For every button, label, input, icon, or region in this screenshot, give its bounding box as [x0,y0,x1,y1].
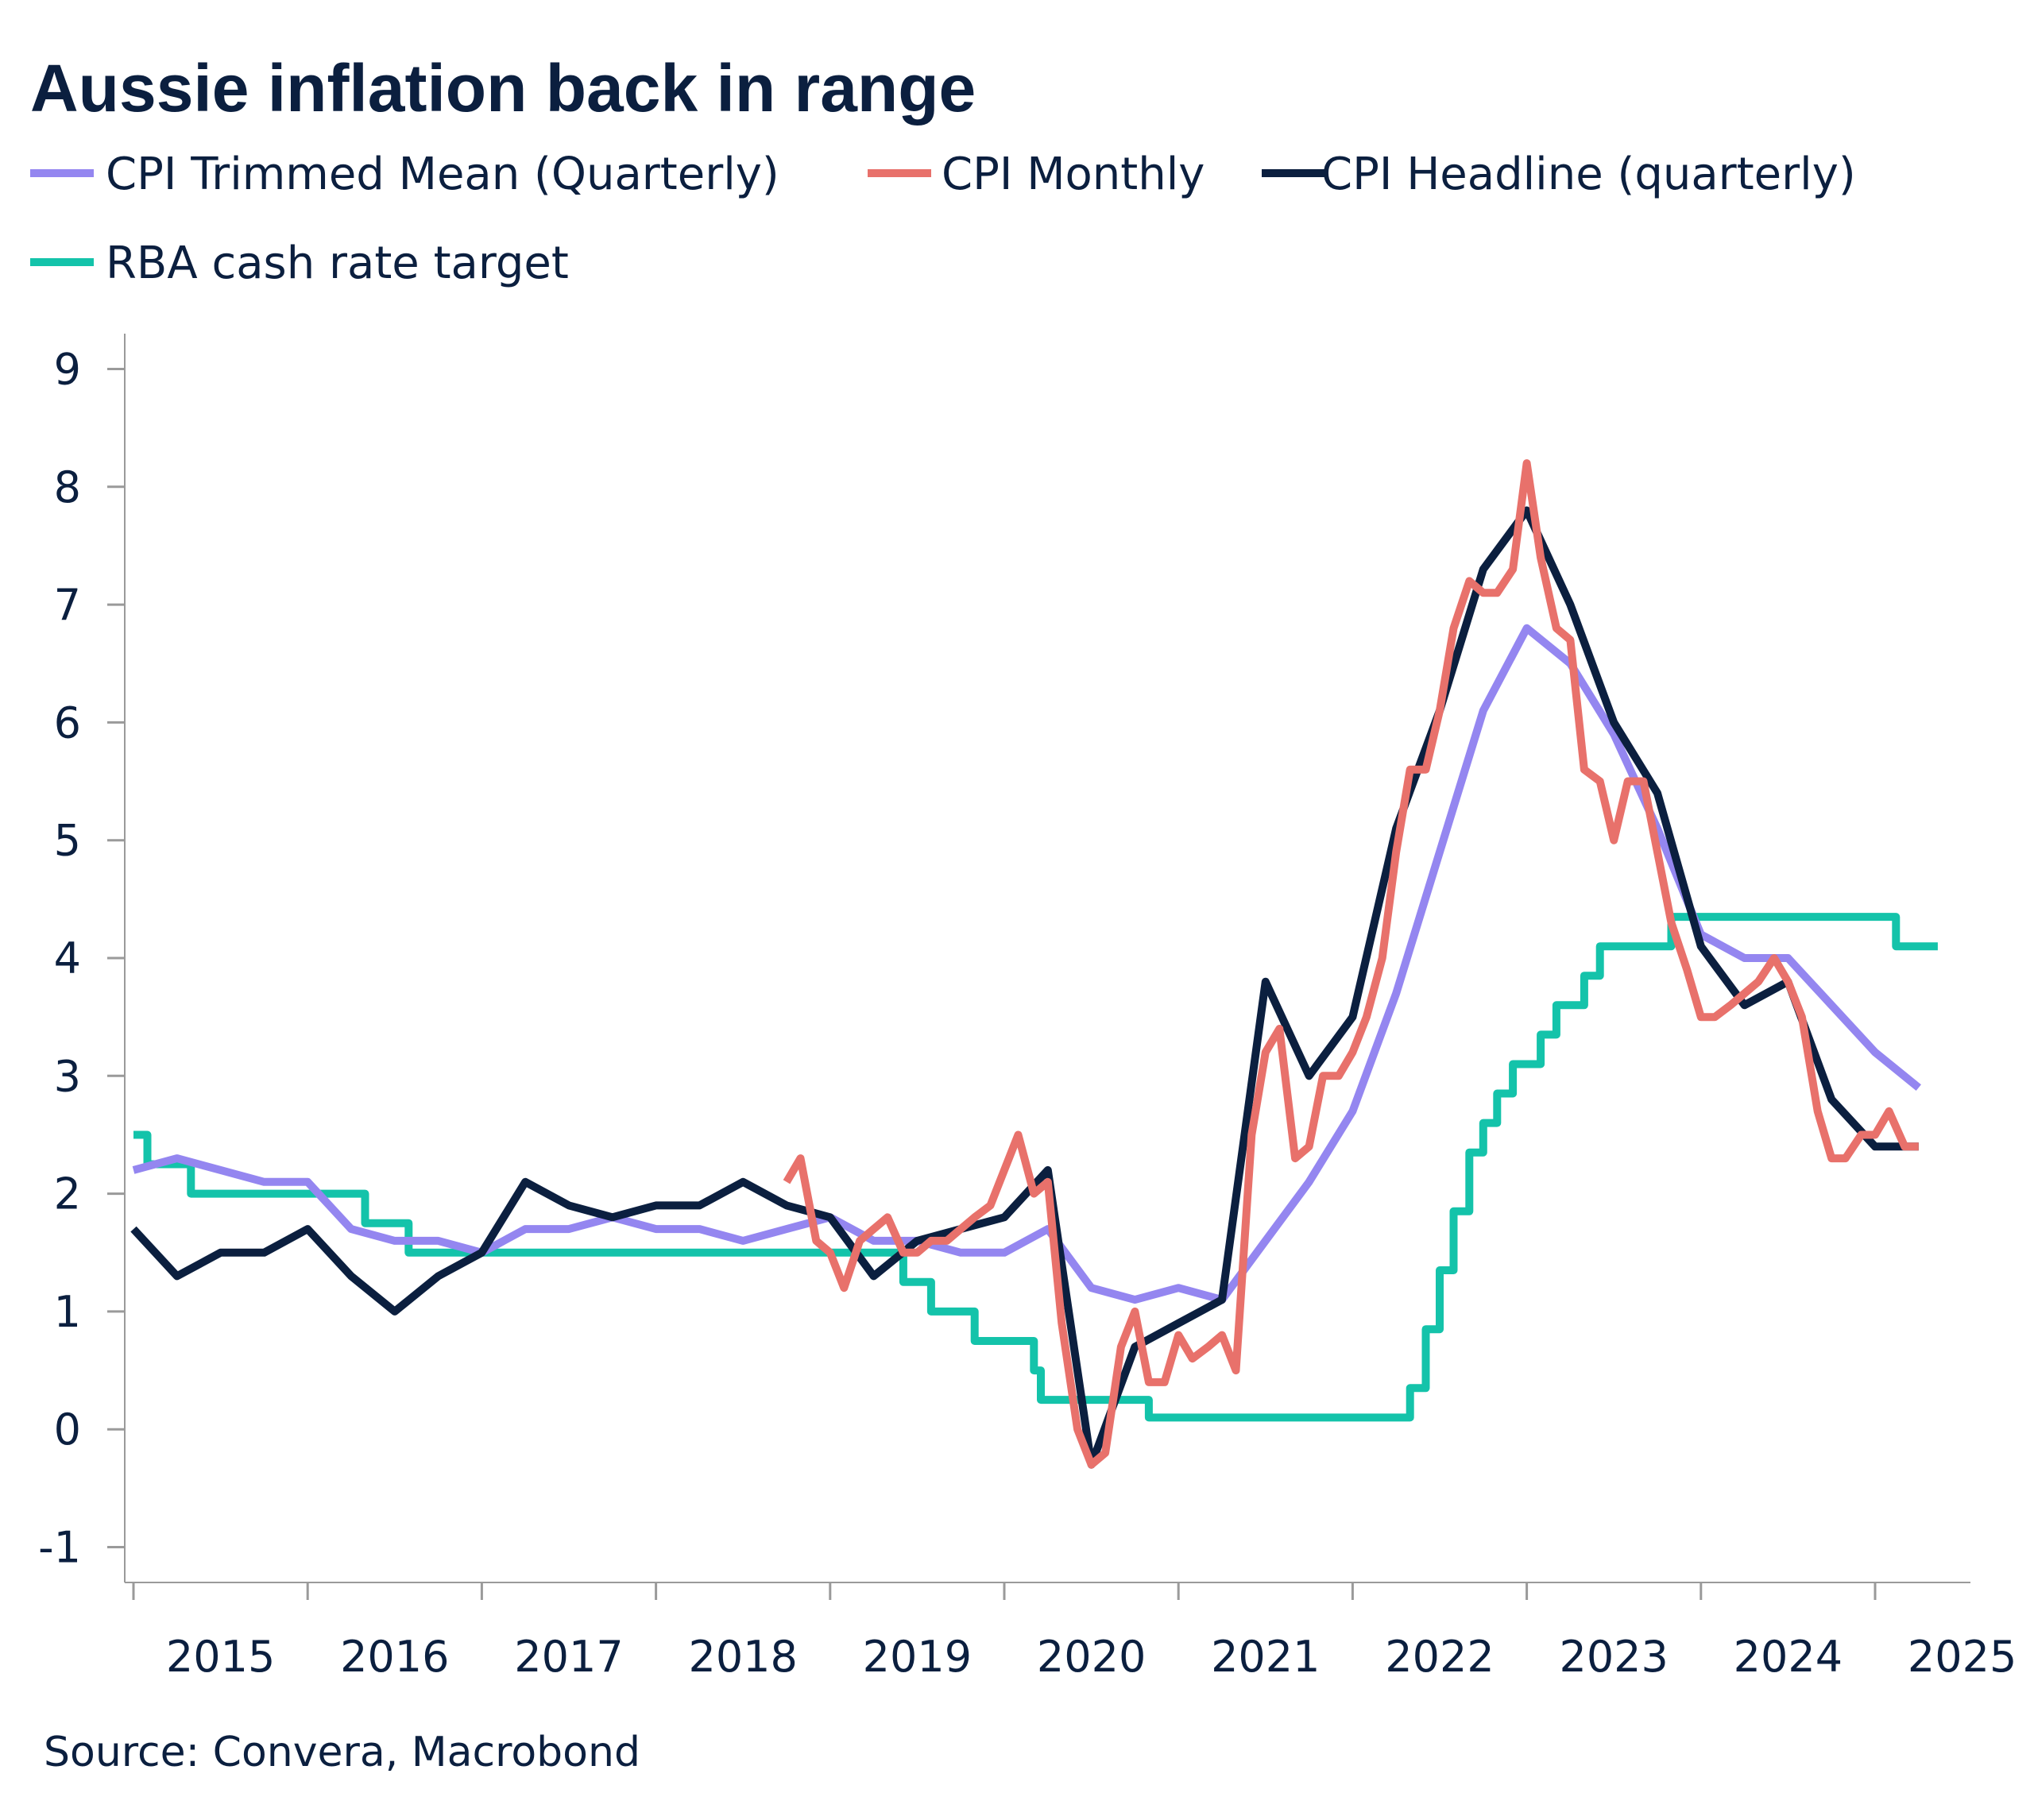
legend-item-cash-rate: RBA cash rate target [30,238,569,289]
axes: -1 0 1 2 3 4 5 6 7 8 9 2015 2016 2017 2018 2019 2020 2021… [38,334,2017,1682]
x-tick-label: 2023 [1559,1632,1668,1682]
series-line-monthly [783,459,1919,1469]
legend-item-headline: CPI Headline (quarterly) [1262,149,1856,200]
x-tick-label: 2017 [514,1632,623,1682]
y-tick-label: 7 [54,580,81,630]
y-tick-label: 2 [54,1169,81,1219]
legend-label-cash-rate: RBA cash rate target [106,238,569,289]
x-tick-label: 2025 [1908,1632,2017,1682]
y-tick-label: 9 [54,344,81,394]
legend-item-trimmed-mean: CPI Trimmed Mean (Quarterly) [30,149,779,200]
plot-area [130,459,1938,1469]
x-tick-label: 2022 [1385,1632,1494,1682]
x-tick-label: 2019 [863,1632,972,1682]
series-line-headline [130,506,1919,1469]
legend-label-trimmed-mean: CPI Trimmed Mean (Quarterly) [106,149,779,200]
legend-label-monthly: CPI Monthly [942,149,1205,200]
chart-title: Aussie inflation back in range [30,51,976,126]
series-line-cash-rate [133,913,1938,1422]
source-note: Source: Convera, Macrobond [44,1729,640,1776]
x-tick-label: 2015 [166,1632,275,1682]
y-tick-label: 4 [54,933,81,983]
y-tick-label: 8 [54,462,81,512]
y-tick-label: 1 [54,1287,81,1337]
series-line-trimmed-mean [132,624,1921,1304]
legend-label-headline: CPI Headline (quarterly) [1321,149,1856,200]
legend-item-monthly: CPI Monthly [868,149,1205,200]
legend: CPI Trimmed Mean (Quarterly) CPI Monthly… [30,149,1856,289]
x-tick-label: 2020 [1037,1632,1146,1682]
y-tick-label: -1 [38,1523,81,1573]
y-tick-label: 0 [54,1405,81,1455]
x-tick-label: 2018 [688,1632,797,1682]
x-tick-label: 2024 [1734,1632,1843,1682]
y-tick-label: 3 [54,1051,81,1101]
y-tick-label: 6 [54,697,81,748]
y-tick-label: 5 [54,816,81,866]
x-tick-label: 2016 [340,1632,449,1682]
x-tick-label: 2021 [1211,1632,1320,1682]
